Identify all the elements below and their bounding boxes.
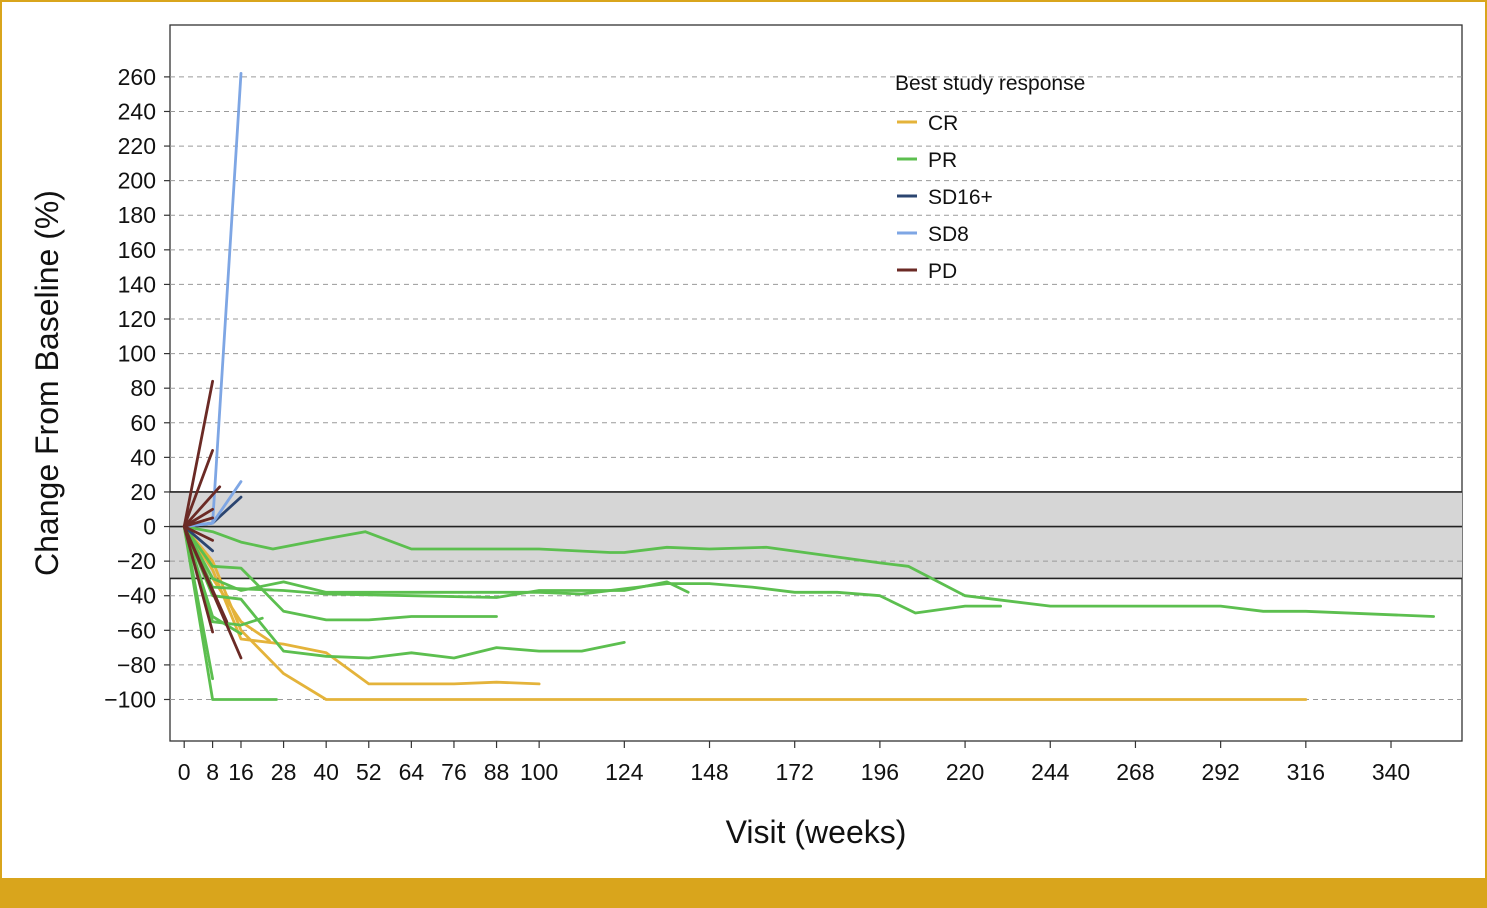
x-tick-label: 8 bbox=[206, 759, 219, 785]
x-tick-label: 148 bbox=[690, 759, 728, 785]
x-tick-label: 100 bbox=[520, 759, 558, 785]
series-line-pr-7 bbox=[182, 525, 626, 660]
x-tick-label: 64 bbox=[399, 759, 425, 785]
x-tick-label: 172 bbox=[776, 759, 814, 785]
series-line-pd-23 bbox=[182, 525, 215, 634]
series-line-pr-6 bbox=[182, 525, 690, 599]
y-tick-label: 100 bbox=[118, 341, 156, 367]
series-line-pd-16 bbox=[182, 379, 215, 528]
y-tick-label: −80 bbox=[117, 652, 156, 678]
series-line-pr-3 bbox=[182, 525, 1435, 618]
y-tick-label: −60 bbox=[117, 617, 156, 643]
shaded-band bbox=[170, 491, 1462, 579]
series-line-pd-20 bbox=[182, 516, 215, 528]
x-tick-label: 220 bbox=[946, 759, 984, 785]
series-line-sd16plus-13 bbox=[182, 525, 215, 553]
bottom-band bbox=[0, 878, 1487, 908]
legend-label-cr: CR bbox=[928, 112, 958, 135]
x-tick-label: 88 bbox=[484, 759, 510, 785]
y-tick-label: 220 bbox=[118, 133, 156, 159]
x-tick-label: 244 bbox=[1031, 759, 1070, 785]
x-tick-label: 268 bbox=[1116, 759, 1154, 785]
y-tick-label: 60 bbox=[130, 410, 156, 436]
x-tick-label: 52 bbox=[356, 759, 382, 785]
legend: Best study response CR PR SD16+ SD8 PD bbox=[895, 72, 1085, 283]
x-tick-label: 76 bbox=[441, 759, 467, 785]
y-tick-label: 0 bbox=[143, 514, 156, 540]
legend-label-pd: PD bbox=[928, 260, 957, 283]
y-tick-label: −40 bbox=[117, 583, 156, 609]
x-tick-label: 40 bbox=[313, 759, 339, 785]
series-line-cr-0 bbox=[182, 525, 1308, 701]
series-line-sd8-15 bbox=[182, 480, 243, 528]
y-tick-label: 40 bbox=[130, 444, 156, 470]
legend-label-sd8: SD8 bbox=[928, 223, 969, 246]
legend-title: Best study response bbox=[895, 72, 1085, 95]
y-tick-label: 180 bbox=[118, 202, 156, 228]
x-tick-label: 196 bbox=[861, 759, 899, 785]
x-tick-label: 16 bbox=[228, 759, 254, 785]
x-axis-title: Visit (weeks) bbox=[726, 814, 907, 850]
series-line-pr-10 bbox=[182, 525, 215, 681]
y-tick-label: 260 bbox=[118, 64, 156, 90]
plot-area bbox=[169, 24, 1463, 742]
x-tick-label: 28 bbox=[271, 759, 297, 785]
x-tick-label: 316 bbox=[1287, 759, 1325, 785]
x-tick-label: 124 bbox=[605, 759, 644, 785]
series-line-pd-17 bbox=[182, 448, 215, 528]
series-line-pr-4 bbox=[182, 525, 498, 622]
series-line-pd-24 bbox=[182, 525, 229, 624]
y-tick-label: −20 bbox=[117, 548, 156, 574]
y-tick-label: 240 bbox=[118, 98, 156, 124]
y-axis-title: Change From Baseline (%) bbox=[29, 190, 65, 576]
legend-label-sd16plus: SD16+ bbox=[928, 186, 993, 209]
series-line-cr-1 bbox=[182, 525, 541, 686]
y-tick-label: 20 bbox=[130, 479, 156, 505]
x-tick-label: 292 bbox=[1201, 759, 1239, 785]
legend-label-pr: PR bbox=[928, 149, 957, 172]
y-tick-label: 160 bbox=[118, 237, 156, 263]
series-line-pd-18 bbox=[182, 485, 222, 528]
y-tick-label: 120 bbox=[118, 306, 156, 332]
y-tick-label: 140 bbox=[118, 271, 156, 297]
y-tick-label: 80 bbox=[130, 375, 156, 401]
x-tick-label: 340 bbox=[1372, 759, 1410, 785]
x-tick-label: 0 bbox=[178, 759, 191, 785]
y-tick-label: 200 bbox=[118, 168, 156, 194]
series-line-pd-21 bbox=[182, 525, 215, 542]
y-tick-label: −100 bbox=[104, 686, 156, 712]
